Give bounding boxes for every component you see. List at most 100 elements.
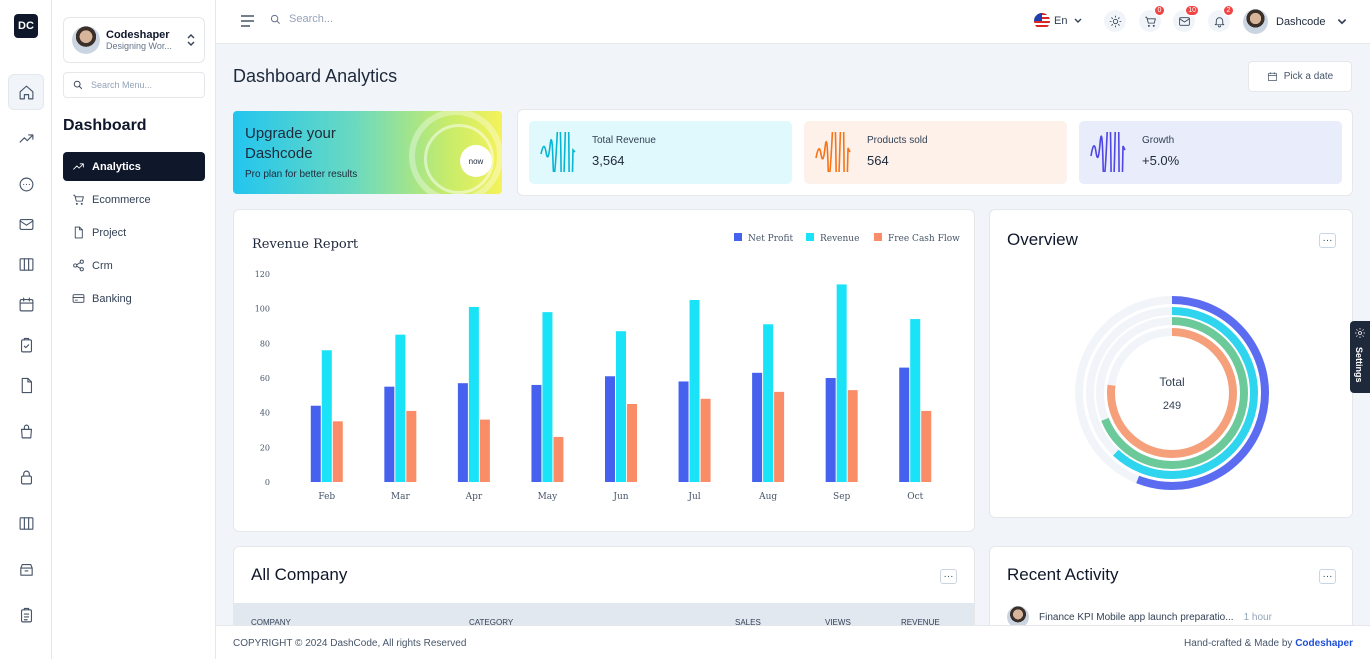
rail-trending-button[interactable] (8, 120, 44, 156)
rail-lock-button[interactable] (8, 459, 44, 495)
bar-revenue[interactable] (468, 306, 479, 482)
bar-net-profit[interactable] (384, 386, 395, 482)
user-name: Dashcode (1276, 15, 1326, 28)
rail-mail-button[interactable] (8, 206, 44, 242)
stat-value: 564 (867, 153, 889, 168)
rail-bag-button[interactable] (8, 413, 44, 449)
mail-icon (19, 218, 33, 230)
wave-chart-icon (1090, 132, 1126, 172)
bar-net-profit[interactable] (457, 383, 468, 482)
rail-columns-button-2[interactable] (8, 505, 44, 541)
bar-free-cash-flow[interactable] (774, 391, 785, 482)
x-tick-label: Oct (907, 492, 923, 502)
bar-net-profit[interactable] (752, 372, 763, 482)
bar-revenue[interactable] (321, 350, 332, 482)
rail-columns-button[interactable] (8, 246, 44, 282)
ring-arc[interactable] (1086, 307, 1258, 479)
settings-label: Settings (1354, 347, 1364, 383)
language-label: En (1054, 15, 1068, 27)
search-icon (73, 80, 83, 90)
sidebar-item-label: Banking (92, 292, 132, 305)
decorative-ring (424, 124, 494, 194)
credit-prefix: Hand-crafted & Made by (1184, 638, 1293, 649)
bar-free-cash-flow[interactable] (921, 410, 932, 482)
search-icon (270, 14, 280, 24)
app-logo[interactable]: DC (14, 14, 38, 38)
more-options-button[interactable]: ··· (1319, 233, 1336, 248)
search-input[interactable] (289, 13, 489, 25)
avatar (72, 26, 100, 54)
bar-free-cash-flow[interactable] (847, 390, 858, 482)
language-selector[interactable]: En (1034, 13, 1083, 29)
wave-chart-icon (540, 132, 576, 172)
mail-button[interactable]: 10 (1173, 5, 1199, 32)
rail-chat-button[interactable] (8, 166, 44, 202)
y-tick-label: 80 (260, 339, 270, 348)
bar-revenue[interactable] (836, 284, 847, 482)
bar-revenue[interactable] (763, 324, 774, 482)
bar-net-profit[interactable] (605, 376, 615, 482)
rail-clipboard-button[interactable] (8, 327, 44, 363)
bar-net-profit[interactable] (899, 367, 910, 482)
bar-net-profit[interactable] (825, 378, 836, 482)
chart-title: Revenue Report (252, 237, 359, 252)
rail-file-button[interactable] (8, 367, 44, 403)
menu-search-input[interactable] (91, 80, 191, 90)
gear-icon (1355, 328, 1365, 338)
activity-item[interactable]: Finance KPI Mobile app launch preparatio… (1007, 606, 1272, 628)
x-tick-label: Mar (391, 492, 411, 502)
stat-products-sold: Products sold 564 (804, 121, 1067, 184)
settings-tab[interactable]: Settings (1350, 321, 1370, 393)
cart-button[interactable]: 0 (1139, 5, 1165, 32)
sidebar-item-ecommerce[interactable]: Ecommerce (63, 185, 205, 214)
legend-swatch (806, 233, 814, 241)
legend-label: Net Profit (748, 234, 793, 244)
rail-home-button[interactable] (8, 74, 44, 110)
ring-arc[interactable] (1107, 328, 1237, 458)
overview-radial-chart: Total 249 (1075, 296, 1269, 490)
ring-arc[interactable] (1075, 296, 1269, 490)
ring-arc[interactable] (1096, 317, 1248, 469)
bar-net-profit[interactable] (310, 405, 321, 482)
workspace-switcher[interactable]: Codeshaper Designing Wor... (63, 17, 205, 63)
bar-revenue[interactable] (395, 334, 406, 482)
wave-chart-icon (815, 132, 851, 172)
bar-free-cash-flow[interactable] (406, 410, 417, 482)
menu-icon[interactable] (240, 14, 255, 28)
credit-link[interactable]: Codeshaper (1295, 638, 1353, 649)
bar-net-profit[interactable] (678, 381, 689, 482)
chart-bars (310, 284, 932, 482)
pick-date-button[interactable]: Pick a date (1248, 61, 1352, 92)
bar-revenue[interactable] (542, 312, 553, 482)
us-flag-icon (1034, 13, 1050, 29)
theme-toggle-button[interactable] (1104, 10, 1126, 32)
bar-free-cash-flow[interactable] (700, 398, 711, 482)
sidebar-item-banking[interactable]: Banking (63, 284, 205, 313)
sidebar-item-label: Analytics (92, 160, 141, 173)
bar-free-cash-flow[interactable] (332, 421, 343, 482)
column-header: Views (825, 618, 851, 627)
sidebar-item-crm[interactable]: Crm (63, 251, 205, 280)
rail-archive-button[interactable] (8, 551, 44, 587)
rail-calendar-button[interactable] (8, 286, 44, 322)
bar-revenue[interactable] (616, 331, 626, 482)
clipboard-list-icon (20, 607, 32, 622)
notification-button[interactable]: 2 (1208, 5, 1234, 32)
bar-revenue[interactable] (910, 319, 921, 482)
sidebar-item-project[interactable]: Project (63, 218, 205, 247)
bar-free-cash-flow[interactable] (479, 419, 490, 482)
sidebar-item-analytics[interactable]: Analytics (63, 152, 205, 181)
bar-net-profit[interactable] (531, 384, 542, 482)
user-menu[interactable]: Dashcode (1243, 9, 1348, 34)
trending-up-icon (19, 133, 33, 143)
rail-clipboard-list-button[interactable] (8, 597, 44, 633)
more-options-button[interactable]: ··· (940, 569, 957, 584)
more-options-button[interactable]: ··· (1319, 569, 1336, 584)
bar-revenue[interactable] (689, 300, 700, 482)
bar-free-cash-flow[interactable] (553, 436, 564, 482)
bar-free-cash-flow[interactable] (627, 404, 637, 482)
chevron-up-down-icon (187, 34, 195, 46)
upgrade-now-button[interactable]: now (460, 145, 492, 177)
column-header: Category (469, 618, 514, 627)
more-dots-icon: ··· (1322, 234, 1333, 246)
